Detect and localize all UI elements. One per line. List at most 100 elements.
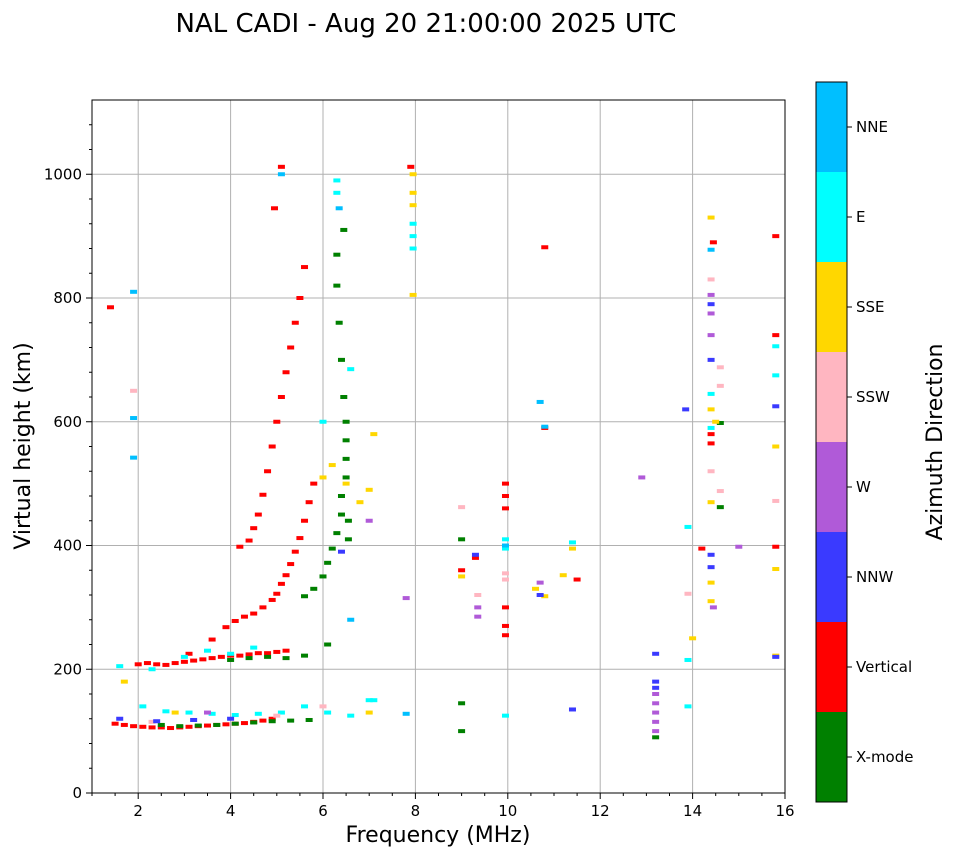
- data-point-vertical: [305, 500, 313, 505]
- colorbar-tick-label: SSE: [856, 298, 885, 316]
- data-point-nnw: [652, 651, 660, 656]
- data-point-vertical: [301, 265, 309, 270]
- data-point-vertical: [162, 662, 170, 667]
- plot-frame: [91, 99, 786, 794]
- data-point-vertical: [157, 725, 165, 730]
- y-tick-label: 200: [53, 660, 82, 678]
- data-point-e: [333, 178, 341, 183]
- data-point-e: [707, 391, 715, 396]
- data-point-sse: [532, 586, 540, 591]
- data-point-nne: [277, 172, 285, 177]
- data-point-vertical: [250, 526, 258, 531]
- colorbar-segment: [816, 172, 847, 262]
- data-point-vertical: [143, 661, 151, 666]
- data-point-vertical: [139, 724, 147, 729]
- data-point-sse: [689, 636, 697, 641]
- data-point-vertical: [240, 614, 248, 619]
- data-point-vertical: [254, 512, 262, 517]
- data-point-vertical: [501, 633, 509, 638]
- data-point-e: [365, 698, 373, 703]
- grid-lines: [92, 100, 786, 794]
- colorbar: X-mode Vertical NNW W SSW SSE E NNE: [815, 81, 913, 803]
- data-point-vertical: [236, 544, 244, 549]
- data-point-w: [652, 719, 660, 724]
- data-point-sse: [458, 574, 466, 579]
- data-point-w: [652, 729, 660, 734]
- data-point-e: [333, 190, 341, 195]
- data-point-x-mode: [333, 252, 341, 257]
- data-point-e: [772, 373, 780, 378]
- data-point-x-mode: [342, 475, 350, 480]
- colorbar-tick-label: Vertical: [856, 658, 912, 676]
- data-point-ssw: [707, 277, 715, 282]
- data-point-x-mode: [716, 420, 724, 425]
- data-point-w: [652, 710, 660, 715]
- data-point-x-mode: [337, 357, 345, 362]
- data-point-vertical: [264, 469, 272, 474]
- colorbar-tick-label: SSW: [856, 388, 890, 406]
- data-point-vertical: [208, 656, 216, 661]
- data-point-x-mode: [342, 456, 350, 461]
- x-axis-label: Frequency (MHz): [346, 823, 531, 848]
- data-point-vertical: [501, 494, 509, 498]
- data-point-vertical: [204, 723, 211, 728]
- data-point-nnw: [116, 716, 124, 721]
- data-point-nnw: [153, 719, 161, 724]
- data-point-nnw: [707, 302, 715, 307]
- data-point-e: [139, 704, 147, 709]
- data-point-vertical: [301, 518, 309, 523]
- data-point-x-mode: [716, 505, 724, 510]
- data-point-vertical: [270, 206, 278, 211]
- data-point-x-mode: [245, 656, 253, 661]
- data-point-nnw: [536, 593, 544, 597]
- data-point-e: [116, 664, 124, 669]
- data-point-vertical: [273, 649, 281, 654]
- data-point-vertical: [541, 245, 549, 250]
- data-point-nne: [130, 289, 138, 294]
- data-point-e: [347, 367, 355, 372]
- data-point-ssw: [458, 505, 466, 510]
- data-point-vertical: [153, 662, 161, 667]
- data-point-x-mode: [458, 701, 466, 706]
- data-point-vertical: [240, 721, 248, 726]
- data-point-vertical: [185, 724, 193, 729]
- data-point-sse: [707, 580, 715, 585]
- data-point-x-mode: [652, 735, 660, 740]
- data-point-vertical: [407, 164, 415, 169]
- data-point-nnw: [772, 654, 780, 659]
- data-point-vertical: [199, 657, 207, 662]
- data-point-e: [347, 713, 355, 718]
- data-point-sse: [707, 500, 715, 505]
- data-point-vertical: [185, 651, 193, 656]
- data-point-ssw: [501, 577, 509, 582]
- data-point-nne: [130, 416, 138, 421]
- data-point-sse: [409, 203, 417, 208]
- data-point-vertical: [709, 240, 717, 245]
- data-point-x-mode: [340, 395, 348, 399]
- data-point-w: [652, 692, 660, 696]
- x-tick-label: 8: [411, 802, 421, 820]
- data-point-vertical: [231, 618, 239, 623]
- data-point-x-mode: [337, 512, 345, 517]
- data-point-vertical: [259, 718, 267, 723]
- data-point-x-mode: [319, 574, 327, 579]
- data-point-sse: [370, 432, 378, 437]
- data-point-ssw: [716, 383, 724, 388]
- colorbar-segment: [816, 262, 847, 352]
- data-point-sse: [712, 419, 720, 424]
- data-point-vertical: [245, 652, 253, 657]
- data-point-e: [684, 704, 692, 709]
- data-point-vertical: [296, 296, 304, 300]
- data-point-nnw: [652, 679, 660, 684]
- colorbar-tick-label: X-mode: [856, 748, 913, 766]
- data-point-ssw: [716, 489, 724, 494]
- data-point-vertical: [458, 568, 466, 573]
- colorbar-tick-label: W: [856, 478, 871, 496]
- data-point-vertical: [287, 562, 295, 567]
- data-point-vertical: [171, 661, 179, 666]
- data-point-e: [180, 654, 188, 659]
- data-point-x-mode: [194, 723, 202, 728]
- data-point-vertical: [501, 605, 509, 610]
- data-point-sse: [772, 567, 780, 572]
- data-point-x-mode: [328, 546, 336, 551]
